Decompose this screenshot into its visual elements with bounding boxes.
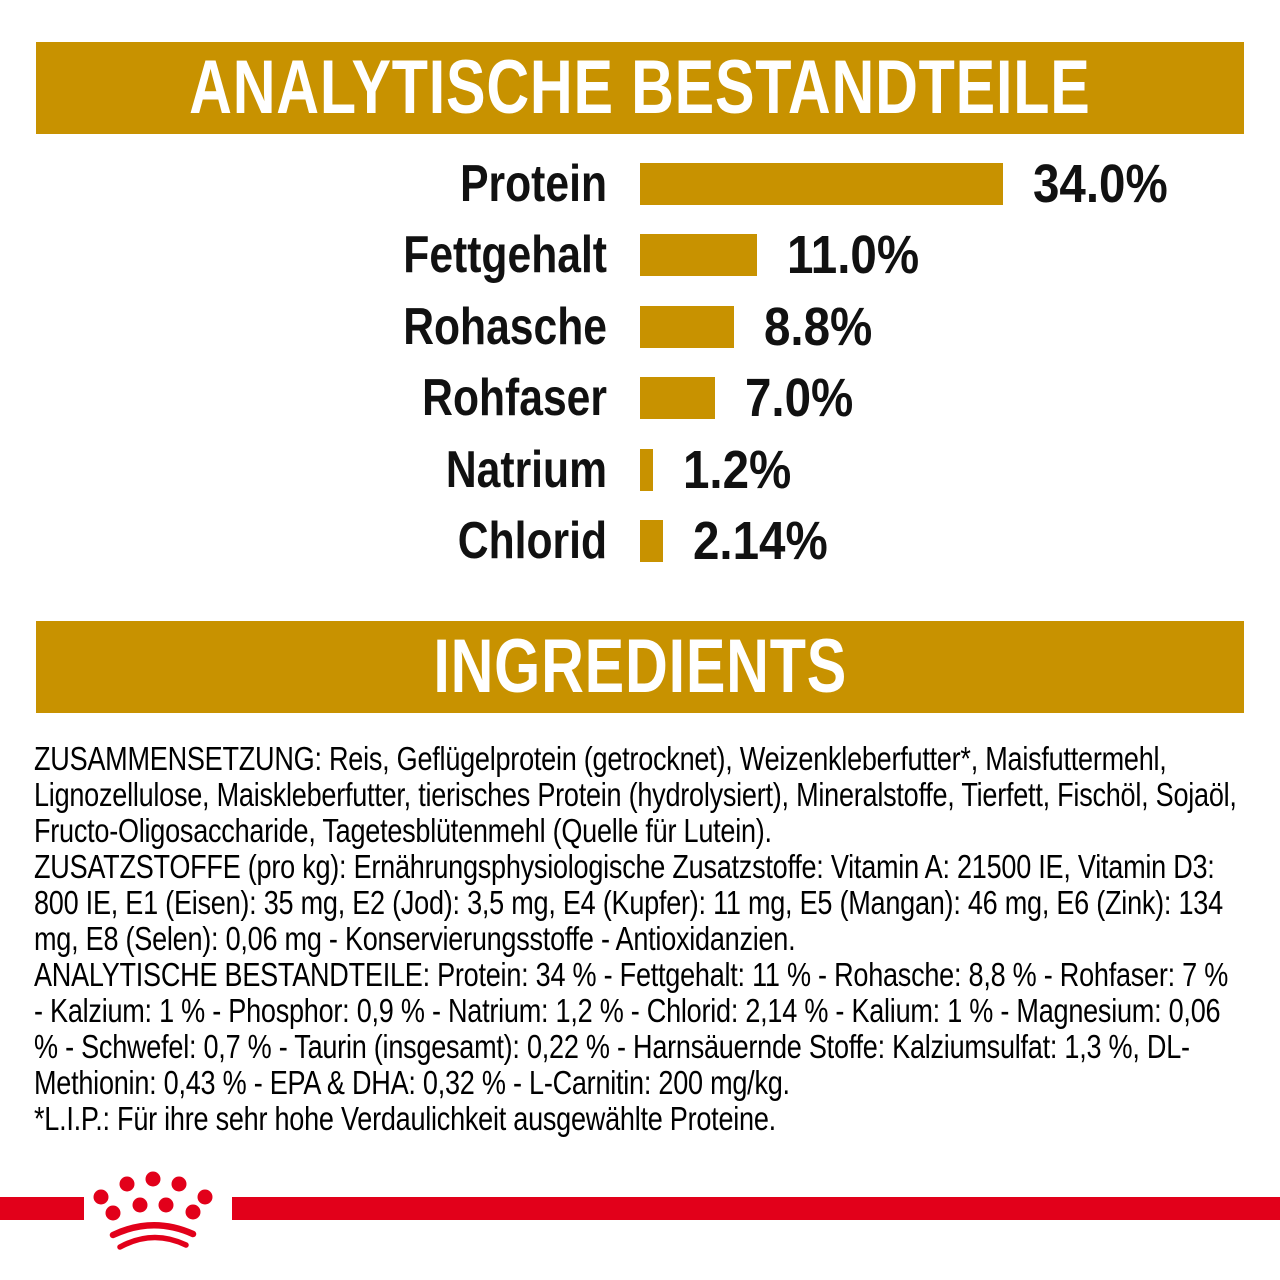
chart-category-label: Protein	[460, 154, 607, 213]
chart-category-label: Rohfaser	[422, 369, 607, 428]
chart-bar	[640, 162, 1003, 205]
additives-paragraph: ZUSATZSTOFFE (pro kg): Ernährungsphysiol…	[34, 848, 1223, 957]
chart-row: Natrium 1.2%	[0, 434, 1280, 506]
brand-stripe-left	[0, 1197, 84, 1220]
chart-row: Chlorid 2.14%	[0, 506, 1280, 578]
chart-bar	[640, 377, 715, 420]
royal-canin-crown-icon	[93, 1171, 213, 1250]
chart-value-label: 1.2%	[682, 439, 792, 500]
chart-category-label: Fettgehalt	[403, 226, 607, 285]
chart-value-label: 11.0%	[787, 225, 920, 286]
ingredients-banner-title: INGREDIENTS	[433, 624, 847, 709]
chart-value-label: 8.8%	[764, 296, 873, 357]
chart-row: Protein 34.0%	[0, 148, 1280, 220]
analytical-banner: ANALYTISCHE BESTANDTEILE	[36, 42, 1244, 134]
analytical-constituents-paragraph: ANALYTISCHE BESTANDTEILE: Protein: 34 % …	[34, 956, 1229, 1101]
analytical-banner-title: ANALYTISCHE BESTANDTEILE	[189, 45, 1091, 130]
chart-value-label: 2.14%	[692, 511, 828, 572]
chart-value-label: 34.0%	[1033, 153, 1168, 214]
chart-category-label: Chlorid	[457, 512, 607, 571]
chart-bar	[640, 448, 653, 491]
chart-category-label: Rohasche	[403, 297, 607, 356]
chart-row: Rohasche 8.8%	[0, 291, 1280, 363]
chart-value-label: 7.0%	[744, 368, 854, 429]
ingredients-text-block: ZUSAMMENSETZUNG: Reis, Geflügelprotein (…	[34, 741, 1244, 1137]
chart-row: Rohfaser 7.0%	[0, 363, 1280, 435]
analytical-components-chart: Protein 34.0% Fettgehalt 11.0% Rohasche 8.8% R…	[0, 148, 1280, 577]
chart-bar	[640, 234, 758, 277]
chart-bar	[640, 305, 734, 348]
ingredients-banner: INGREDIENTS	[36, 621, 1244, 713]
brand-stripe-right	[232, 1197, 1280, 1220]
composition-paragraph: ZUSAMMENSETZUNG: Reis, Geflügelprotein (…	[34, 740, 1237, 849]
chart-row: Fettgehalt 11.0%	[0, 220, 1280, 292]
chart-bar	[640, 520, 663, 563]
lip-footnote: *L.I.P.: Für ihre sehr hohe Verdaulichke…	[34, 1100, 776, 1137]
chart-category-label: Natrium	[445, 440, 607, 499]
